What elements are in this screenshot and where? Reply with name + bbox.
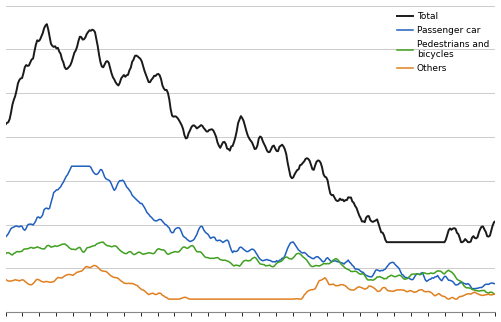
Line: Others: Others [6,266,495,299]
Total [195,126,201,129]
Others [91,264,97,268]
Others [115,277,121,280]
Line: Total: Total [6,24,495,242]
Total [3,122,9,126]
Others [196,297,202,301]
Passenger car [3,235,9,239]
Total [492,219,498,223]
Legend: Total, Passenger car, Pedestrians and
bicycles, Others: Total, Passenger car, Pedestrians and bi… [395,10,491,75]
Others [270,297,276,301]
Pedestrians and
bicycles [195,250,201,254]
Others [135,284,141,288]
Passenger car [470,287,476,291]
Pedestrians and
bicycles [3,252,9,256]
Line: Pedestrians and
bicycles: Pedestrians and bicycles [6,242,495,295]
Others [3,278,9,281]
Passenger car [174,226,180,230]
Line: Passenger car: Passenger car [6,166,495,289]
Total [115,83,121,87]
Pedestrians and
bicycles [268,264,274,268]
Passenger car [195,229,201,232]
Pedestrians and
bicycles [48,245,54,249]
Total [44,22,50,26]
Total [384,240,390,244]
Passenger car [115,180,121,184]
Others [492,292,498,296]
Pedestrians and
bicycles [115,247,121,251]
Others [48,280,54,284]
Passenger car [492,281,498,285]
Passenger car [268,259,274,263]
Passenger car [48,201,54,205]
Pedestrians and
bicycles [135,251,141,255]
Total [174,116,180,120]
Pedestrians and
bicycles [174,250,180,254]
Pedestrians and
bicycles [100,240,106,244]
Total [268,147,274,151]
Pedestrians and
bicycles [492,293,498,297]
Passenger car [69,164,75,168]
Others [166,297,172,301]
Total [49,44,55,48]
Passenger car [135,199,141,203]
Total [135,54,141,58]
Others [176,297,182,301]
